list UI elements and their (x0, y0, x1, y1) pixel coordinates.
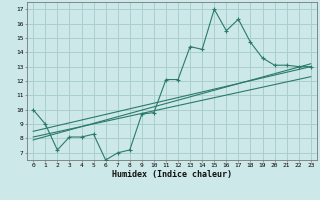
X-axis label: Humidex (Indice chaleur): Humidex (Indice chaleur) (112, 170, 232, 179)
